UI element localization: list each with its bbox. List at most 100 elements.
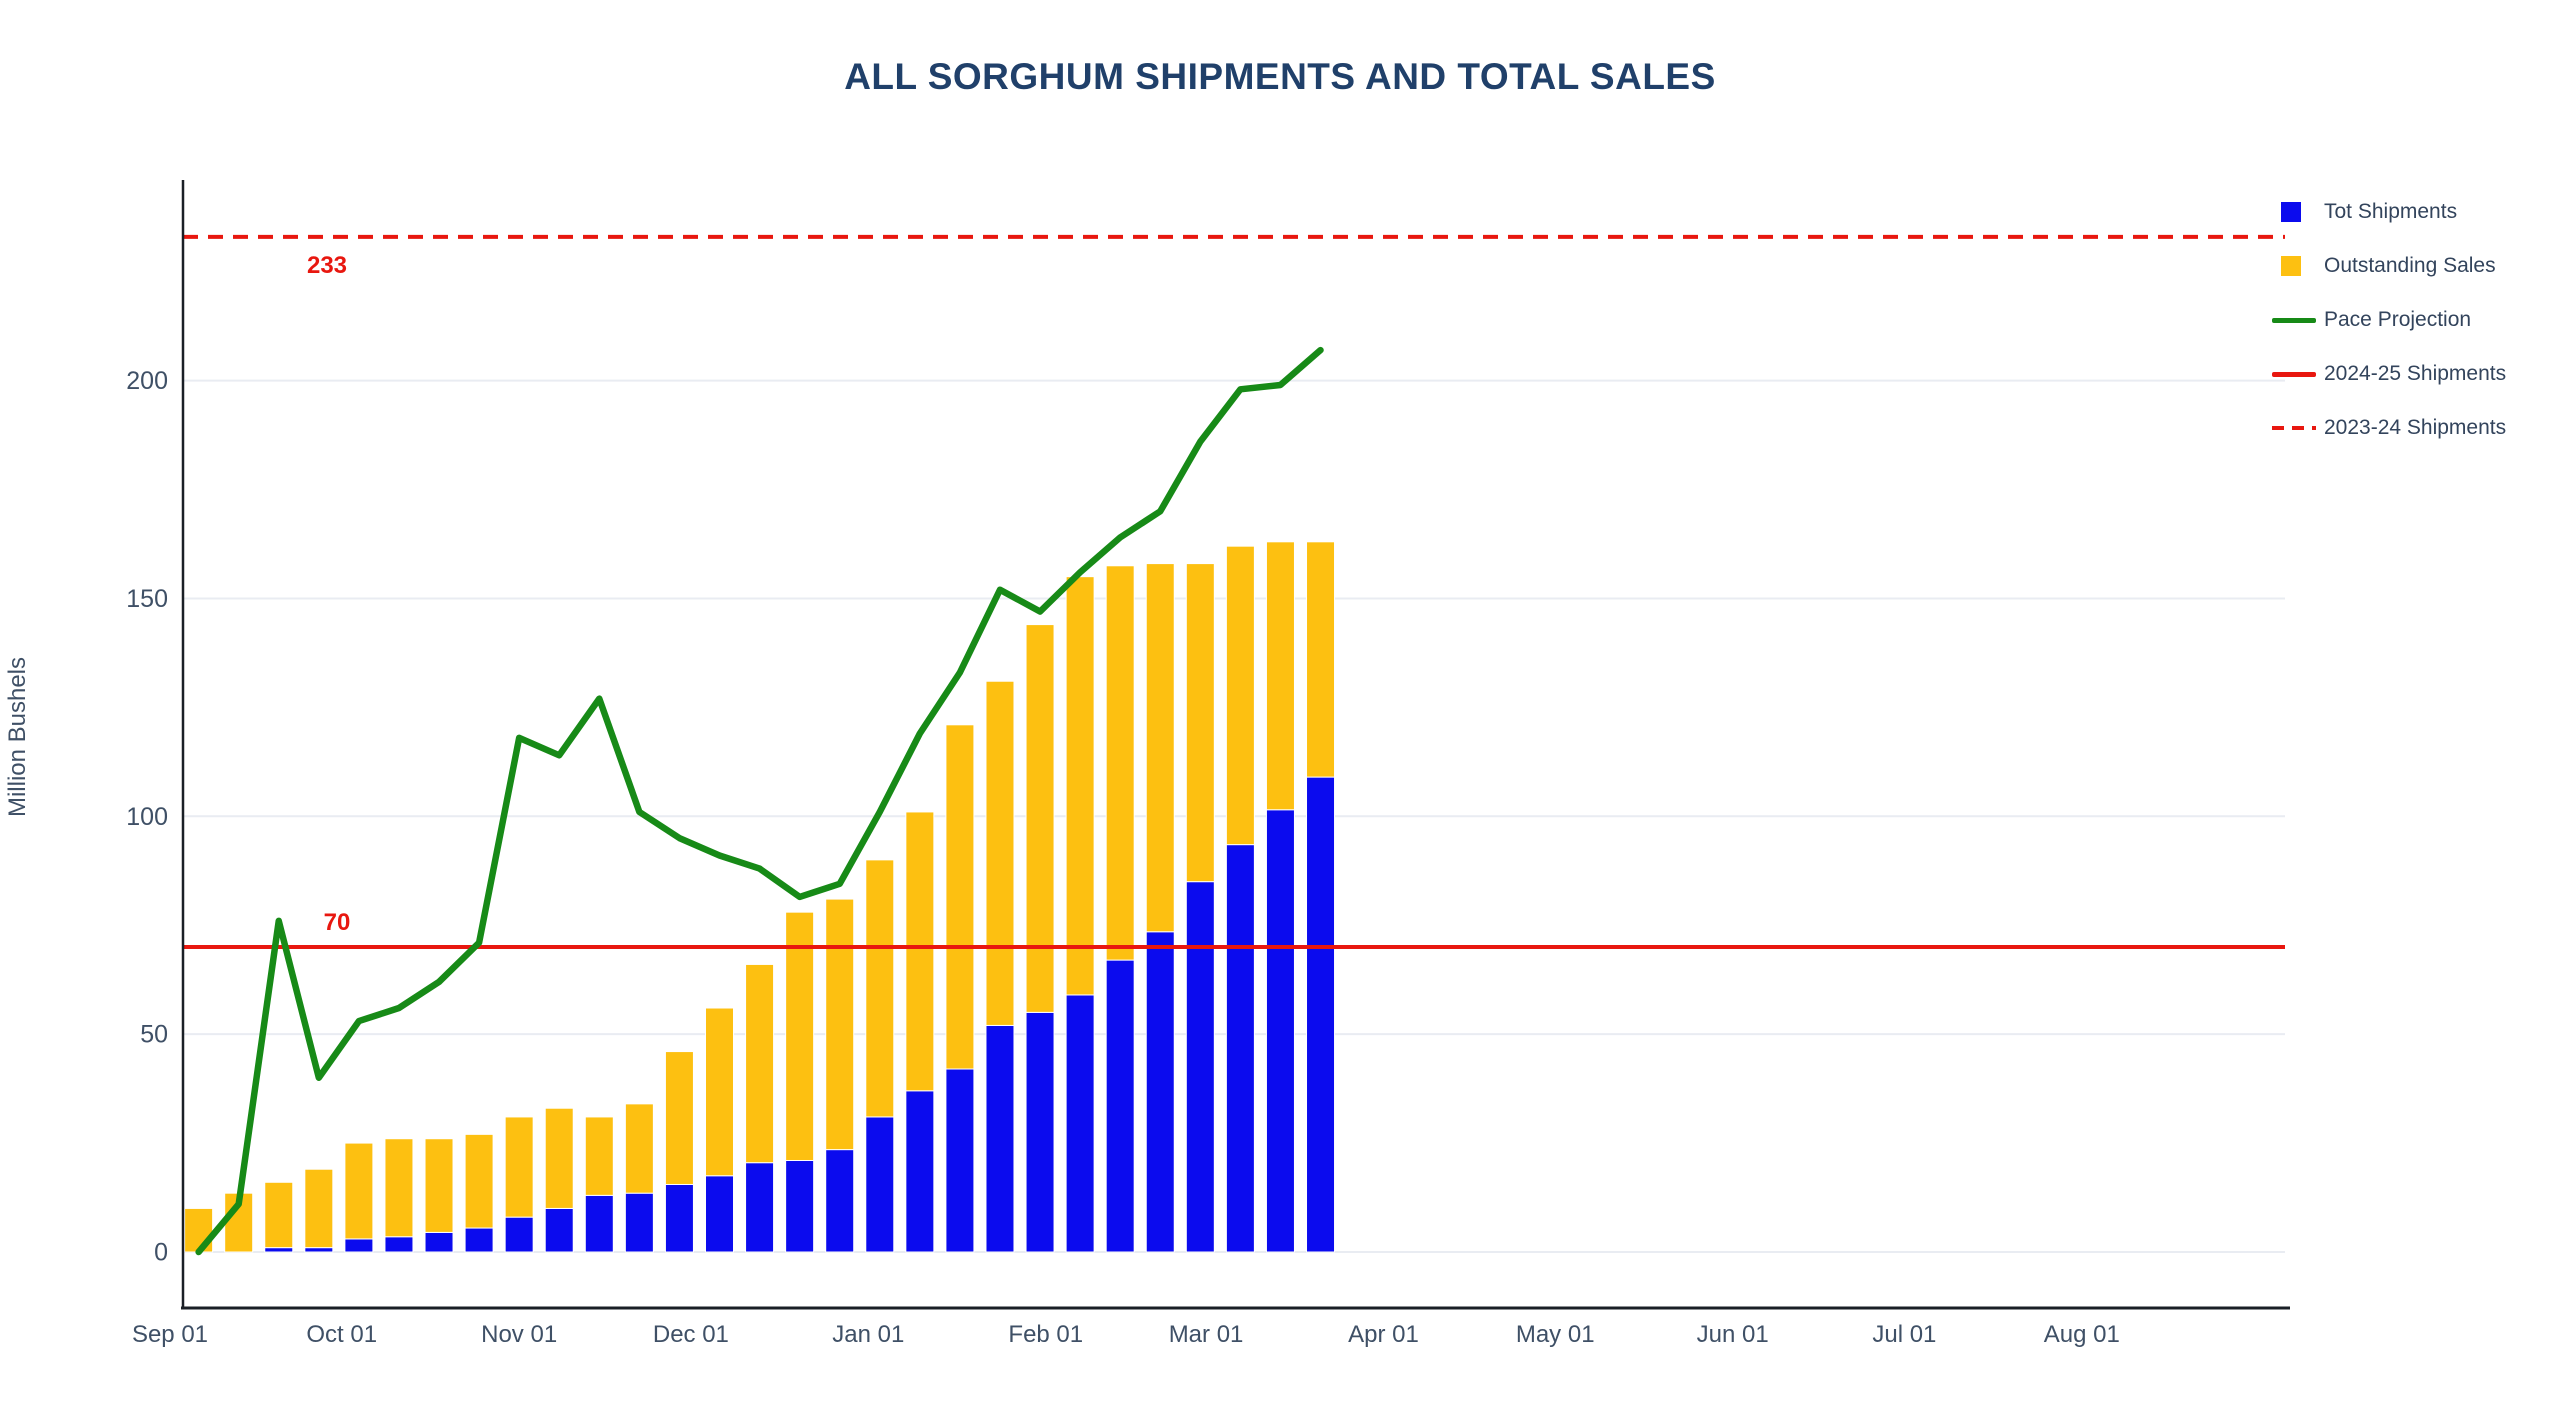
weekly-bar-24 (1105, 565, 1135, 1253)
tot-shipments-bar-segment[interactable] (1265, 809, 1295, 1253)
outstanding-sales-bar-segment[interactable] (785, 911, 815, 1162)
weekly-bar-3 (264, 1181, 294, 1253)
2023-24-shipments-dashed-swatch-icon (2272, 426, 2316, 430)
outstanding-sales-bar-segment[interactable] (945, 724, 975, 1070)
tot-shipments-bar-segment[interactable] (905, 1090, 935, 1253)
tot-shipments-bar-segment[interactable] (464, 1227, 494, 1253)
tot-shipments-bar-segment[interactable] (985, 1024, 1015, 1253)
weekly-bar-28 (1265, 541, 1295, 1253)
2024-25-shipments-line-swatch-icon (2272, 371, 2316, 377)
legend-label: 2023-24 Shipments (2324, 416, 2507, 439)
tot-shipments-bar-segment[interactable] (945, 1068, 975, 1253)
weekly-bar-22 (1025, 624, 1055, 1253)
x-tick-label-jan-01: Jan 01 (832, 1321, 904, 1348)
weekly-bar-20 (945, 724, 975, 1253)
weekly-bar-8 (464, 1133, 494, 1253)
tot-shipments-bar-segment[interactable] (1185, 881, 1215, 1253)
outstanding-sales-bar-segment[interactable] (1306, 541, 1336, 778)
pace-projection-line[interactable] (195, 346, 1324, 1256)
outstanding-sales-bar-segment[interactable] (664, 1051, 694, 1185)
tot-shipments-bar-segment[interactable] (785, 1160, 815, 1253)
x-tick-label-nov-01: Nov 01 (481, 1321, 557, 1348)
legend-label: Outstanding Sales (2324, 254, 2496, 277)
tot-shipments-bar-segment[interactable] (1225, 844, 1255, 1253)
outstanding-sales-bar-segment[interactable] (624, 1103, 654, 1194)
outstanding-sales-bar-segment[interactable] (1105, 565, 1135, 961)
outstanding-sales-bar-segment[interactable] (745, 963, 775, 1164)
weekly-bar-16 (785, 911, 815, 1253)
x-tick-label-sep-01: Sep 01 (132, 1321, 208, 1348)
outstanding-sales-bar-segment[interactable] (424, 1138, 454, 1233)
tot-shipments-bar-segment[interactable] (1065, 994, 1095, 1253)
outstanding-sales-bar-segment[interactable] (1025, 624, 1055, 1013)
outstanding-sales-bar-segment[interactable] (384, 1138, 414, 1238)
x-tick-label-apr-01: Apr 01 (1348, 1321, 1419, 1348)
outstanding-sales-bar-segment[interactable] (865, 859, 895, 1118)
axes-layer (181, 180, 2290, 1310)
weekly-bar-10 (544, 1107, 574, 1253)
lines-layer (183, 234, 2285, 1256)
outstanding-sales-bar-segment[interactable] (264, 1181, 294, 1249)
legend-item-pace-projection[interactable]: Pace Projection (2272, 308, 2506, 331)
outstanding-sales-bar-segment[interactable] (304, 1168, 334, 1249)
legend-item-2023-24-shipments[interactable]: 2023-24 Shipments (2272, 416, 2507, 439)
y-tick-label-150: 150 (126, 585, 168, 613)
outstanding-sales-bar-segment[interactable] (1265, 541, 1295, 811)
legend-item-tot-shipments[interactable]: Tot Shipments (2272, 200, 2506, 223)
tot-shipments-bar-segment[interactable] (705, 1175, 735, 1253)
weekly-bar-11 (584, 1116, 614, 1253)
weekly-bar-29 (1306, 541, 1336, 1253)
tot-shipments-bar-segment[interactable] (1025, 1011, 1055, 1253)
x-tick-label-jul-01: Jul 01 (1872, 1321, 1936, 1348)
bars-layer (184, 541, 1336, 1253)
weekly-bar-12 (624, 1103, 654, 1253)
legend-item-2024-25-shipments[interactable]: 2024-25 Shipments (2272, 362, 2507, 385)
tot-shipments-bar-segment[interactable] (624, 1192, 654, 1253)
tot-shipments-bar-segment[interactable] (664, 1183, 694, 1253)
weekly-bar-26 (1185, 563, 1215, 1253)
outstanding-sales-bar-segment[interactable] (584, 1116, 614, 1196)
outstanding-sales-bar-segment[interactable] (184, 1207, 214, 1253)
tot-shipments-bar-segment[interactable] (1306, 776, 1336, 1253)
weekly-bar-9 (504, 1116, 534, 1253)
tot-shipments-bar-segment[interactable] (304, 1247, 334, 1253)
weekly-bar-1 (184, 1207, 214, 1253)
tot-shipments-bar-segment[interactable] (424, 1231, 454, 1253)
outstanding-sales-bar-segment[interactable] (504, 1116, 534, 1218)
x-tick-label-oct-01: Oct 01 (306, 1321, 377, 1348)
tot-shipments-bar-segment[interactable] (504, 1216, 534, 1253)
tot-shipments-bar-segment[interactable] (344, 1238, 374, 1253)
outstanding-sales-bar-segment[interactable] (1065, 576, 1095, 996)
outstanding-sales-bar-segment[interactable] (985, 680, 1015, 1026)
tot-shipments-bar-segment[interactable] (584, 1194, 614, 1253)
weekly-bar-14 (705, 1007, 735, 1253)
outstanding-sales-bar-segment[interactable] (1145, 563, 1175, 933)
outstanding-sales-bar-segment[interactable] (905, 811, 935, 1092)
legend-item-outstanding-sales[interactable]: Outstanding Sales (2272, 254, 2506, 277)
outstanding-sales-bar-segment[interactable] (464, 1133, 494, 1229)
outstanding-sales-bar-segment[interactable] (705, 1007, 735, 1177)
tot-shipments-bar-segment[interactable] (745, 1162, 775, 1253)
outstanding-sales-bar-segment[interactable] (1185, 563, 1215, 883)
outstanding-sales-bar-segment[interactable] (1225, 545, 1255, 846)
weekly-bar-6 (384, 1138, 414, 1253)
tot-shipments-bar-segment[interactable] (865, 1116, 895, 1253)
y-tick-label-0: 0 (154, 1239, 168, 1267)
tot-shipments-bar-segment[interactable] (544, 1207, 574, 1253)
outstanding-sales-swatch-icon (2281, 256, 2301, 276)
x-tick-label-jun-01: Jun 01 (1697, 1321, 1769, 1348)
tot-shipments-bar-segment[interactable] (1105, 959, 1135, 1253)
outstanding-sales-bar-segment[interactable] (825, 898, 855, 1151)
tot-shipments-bar-segment[interactable] (1145, 931, 1175, 1253)
tot-shipments-bar-segment[interactable] (825, 1149, 855, 1253)
weekly-bar-17 (825, 898, 855, 1253)
tot-shipments-bar-segment[interactable] (264, 1247, 294, 1253)
legend-label: 2024-25 Shipments (2324, 362, 2507, 385)
tot-shipments-bar-segment[interactable] (384, 1236, 414, 1253)
outstanding-sales-bar-segment[interactable] (344, 1142, 374, 1240)
weekly-bar-18 (865, 859, 895, 1253)
outstanding-sales-bar-segment[interactable] (544, 1107, 574, 1209)
x-tick-label-dec-01: Dec 01 (653, 1321, 729, 1348)
weekly-bar-13 (664, 1051, 694, 1253)
